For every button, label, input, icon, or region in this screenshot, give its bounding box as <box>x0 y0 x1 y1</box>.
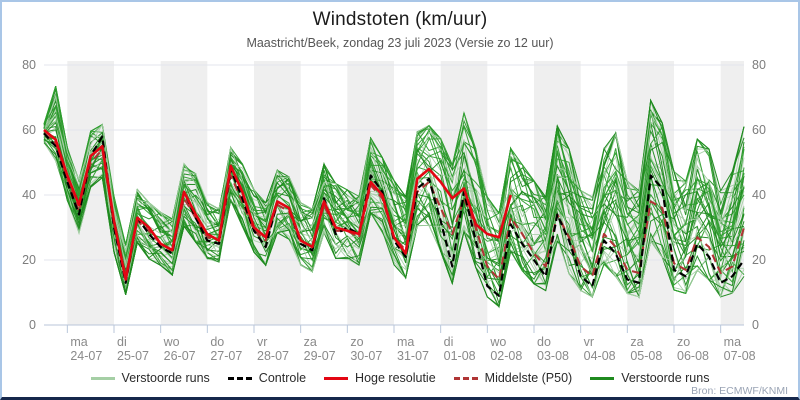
ensemble-member-line <box>43 110 745 266</box>
y-tick-label-right: 80 <box>752 58 766 72</box>
ensemble-member-line <box>43 113 745 297</box>
y-tick-label-right: 60 <box>752 123 766 137</box>
legend-item: Hoge resolutie <box>324 371 436 385</box>
legend-item: Verstoorde runs <box>90 371 210 385</box>
chart-legend: Verstoorde runs Controle Hoge resolutie Mid… <box>2 371 798 385</box>
legend-line-swatch <box>453 376 478 380</box>
ensemble-member-line <box>43 114 745 273</box>
x-day-label: za 29-07 <box>303 335 336 363</box>
x-day-label: wo 26-07 <box>163 335 196 363</box>
controle-line <box>43 132 745 297</box>
y-tick-label-left: 40 <box>22 188 36 202</box>
x-day-label: do 03-08 <box>537 335 569 363</box>
chart-subtitle: Maastricht/Beek, zondag 23 juli 2023 (Ve… <box>246 36 554 50</box>
x-day-label: vr 28-07 <box>257 335 289 363</box>
chart-title: Windstoten (km/uur) <box>312 9 488 30</box>
legend-label: Hoge resolutie <box>355 371 436 385</box>
x-day-label: ma 24-07 <box>70 335 103 363</box>
legend-item: Middelste (P50) <box>453 371 573 385</box>
x-day-label: wo 02-08 <box>490 335 523 363</box>
x-day-label: vr 04-08 <box>583 335 616 363</box>
x-day-label: za 05-08 <box>630 335 663 363</box>
y-tick-label-right: 20 <box>752 253 766 267</box>
ensemble-member-line <box>43 121 745 295</box>
legend-item: Controle <box>227 371 307 385</box>
legend-label: Controle <box>258 371 307 385</box>
y-tick-label-left: 20 <box>22 253 36 267</box>
legend-line-swatch <box>90 376 115 380</box>
hires-line <box>43 129 512 281</box>
legend-line-swatch <box>590 376 615 380</box>
legend-line-swatch <box>324 376 349 380</box>
ensemble-member-line <box>43 111 745 292</box>
x-day-label: di 01-08 <box>443 335 476 363</box>
source-attribution: Bron: ECMWF/KNMI <box>691 385 788 397</box>
y-tick-label-right: 40 <box>752 188 766 202</box>
x-day-label: do 27-07 <box>210 335 243 363</box>
x-day-label: di 25-07 <box>117 335 149 363</box>
ensemble-member-line <box>43 85 745 299</box>
x-day-label: ma 07-08 <box>723 335 756 363</box>
legend-label: Verstoorde runs <box>621 371 710 385</box>
ensemble-member-line <box>43 104 745 295</box>
y-tick-label-left: 80 <box>22 58 36 72</box>
legend-label: Middelste (P50) <box>484 371 573 385</box>
y-tick-label-left: 0 <box>29 318 36 332</box>
legend-item: Verstoorde runs <box>590 371 709 385</box>
legend-label: Verstoorde runs <box>121 371 210 385</box>
x-day-label: ma 31-07 <box>397 335 429 363</box>
y-tick-label-right: 0 <box>752 318 759 332</box>
legend-line-swatch <box>227 376 252 380</box>
x-day-label: zo 30-07 <box>350 335 383 363</box>
y-tick-label-left: 60 <box>22 123 36 137</box>
x-day-label: zo 06-08 <box>677 335 709 363</box>
